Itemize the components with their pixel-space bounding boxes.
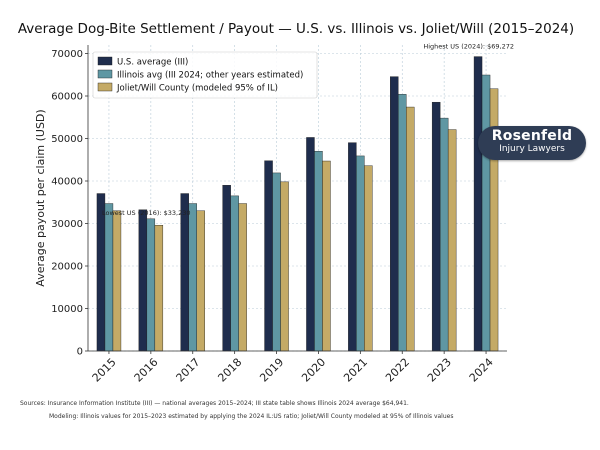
x-tick-label: 2020	[299, 356, 328, 385]
y-tick-label: 70000	[51, 49, 83, 60]
bar-1-2015	[104, 203, 114, 352]
annotation-lowest: Lowest US (2016): $33,230	[102, 209, 191, 217]
y-tick-label: 0	[77, 347, 83, 358]
x-tick-label: 2019	[257, 356, 286, 385]
bar-0-2017	[180, 193, 189, 352]
x-tick-label: 2015	[90, 356, 119, 385]
bar-0-2019	[264, 160, 273, 352]
chart-title: Average Dog-Bite Settlement / Payout — U…	[18, 21, 574, 37]
y-tick-label: 30000	[51, 219, 83, 230]
bar-0-2023	[431, 101, 441, 352]
bar-0-2022	[390, 76, 399, 352]
x-tick-label: 2024	[467, 356, 496, 385]
bar-2-2022	[406, 106, 415, 352]
y-tick-label: 10000	[51, 304, 83, 315]
bar-2-2018	[238, 203, 247, 352]
bar-2-2017	[196, 210, 205, 352]
legend-label-1: Illinois avg (III 2024; other years esti…	[117, 71, 303, 81]
bar-2-2023	[447, 129, 457, 352]
bar-1-2024	[481, 74, 491, 352]
legend-box	[92, 51, 318, 99]
bar-0-2021	[348, 142, 357, 352]
sources-note: Sources: Insurance Information Institute…	[20, 400, 409, 407]
modeling-note: Modeling: Illinois values for 2015–2023 …	[49, 413, 454, 420]
x-tick-label: 2017	[174, 356, 203, 385]
x-tick-label: 2016	[132, 356, 161, 385]
bar-2-2019	[280, 181, 289, 352]
x-tick-label: 2023	[425, 356, 454, 385]
y-tick-label: 20000	[51, 262, 83, 273]
bar-1-2021	[356, 155, 365, 352]
bar-1-2018	[230, 195, 239, 352]
legend-swatch-2	[97, 82, 113, 92]
legend-swatch-0	[97, 56, 113, 66]
bar-0-2015	[96, 193, 106, 352]
bar-1-2022	[398, 94, 407, 352]
bar-0-2024	[473, 56, 483, 352]
legend-swatch-1	[97, 69, 113, 79]
bar-1-2019	[272, 172, 281, 352]
bar-1-2023	[439, 117, 449, 352]
logo-brand: Rosenfeld	[491, 128, 573, 144]
bar-2-2015	[112, 210, 122, 352]
bar-1-2016	[146, 218, 156, 352]
logo-subtitle: Injury Lawyers	[499, 144, 565, 154]
bar-2-2020	[322, 160, 331, 352]
x-tick-label: 2021	[341, 356, 370, 385]
y-tick-label: 40000	[51, 177, 83, 188]
bar-1-2017	[188, 203, 197, 352]
x-tick-label: 2022	[383, 356, 412, 385]
bar-0-2020	[306, 137, 315, 352]
y-tick-label: 60000	[51, 92, 83, 103]
bar-1-2020	[314, 151, 323, 352]
annotation-highest: Highest US (2024): $69,272	[423, 43, 514, 51]
bar-2-2016	[154, 224, 164, 352]
legend-label-0: U.S. average (III)	[117, 58, 188, 68]
x-tick-label: 2018	[215, 356, 244, 385]
legend-label-2: Joliet/Will County (modeled 95% of IL)	[116, 84, 278, 94]
rosenfeld-logo: Rosenfeld Injury Lawyers	[478, 126, 586, 160]
bar-0-2018	[222, 185, 231, 352]
bar-0-2016	[138, 209, 148, 352]
bar-2-2021	[364, 165, 373, 352]
y-axis-label: Average payout per claim (USD)	[34, 109, 47, 286]
y-tick-label: 50000	[51, 134, 83, 145]
